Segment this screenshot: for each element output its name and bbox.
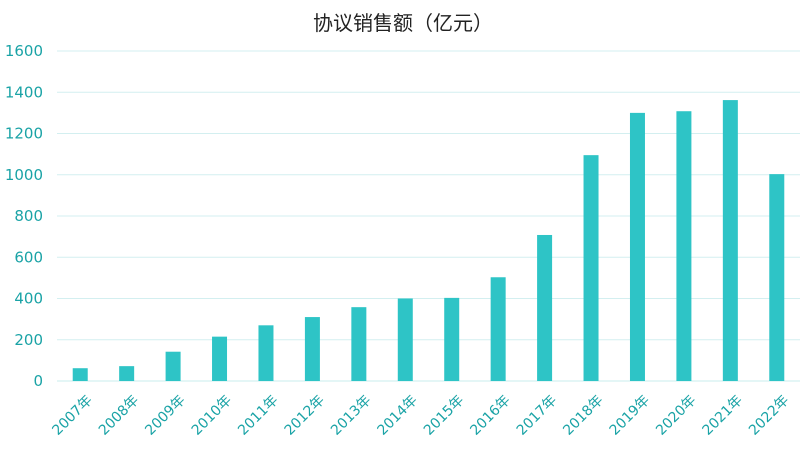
x-tick-label: 2019年 xyxy=(607,392,653,438)
bar-2022年 xyxy=(769,174,785,381)
y-tick-label: 0 xyxy=(33,372,43,390)
y-tick-label: 1000 xyxy=(5,166,43,184)
bar-2015年 xyxy=(444,297,460,381)
x-tick-label: 2013年 xyxy=(328,392,374,438)
bar-2016年 xyxy=(490,277,506,381)
y-tick-label: 800 xyxy=(14,207,43,225)
x-axis-ticks: 2007年 2008年 2009年 2010年 2011年 2012年 2013年 2014年… xyxy=(49,392,792,438)
bar-2011年 xyxy=(258,325,274,381)
bar-2018年 xyxy=(583,155,599,381)
y-tick-label: 400 xyxy=(14,290,43,308)
y-tick-label: 600 xyxy=(14,248,43,266)
x-tick-label: 2022年 xyxy=(746,392,792,438)
x-tick-label: 2016年 xyxy=(467,392,513,438)
x-tick-label: 2008年 xyxy=(96,392,142,438)
x-tick-label: 2010年 xyxy=(189,392,235,438)
y-tick-label: 1600 xyxy=(5,42,43,60)
x-tick-label: 2020年 xyxy=(653,392,699,438)
y-tick-label: 1200 xyxy=(5,125,43,143)
x-tick-label: 2014年 xyxy=(374,392,420,438)
gridlines xyxy=(57,50,800,382)
x-tick-label: 2007年 xyxy=(49,392,95,438)
x-tick-label: 2011年 xyxy=(235,392,281,438)
x-tick-label: 2012年 xyxy=(282,392,328,438)
x-tick-label: 2018年 xyxy=(560,392,606,438)
bar-2012年 xyxy=(304,317,320,381)
bars xyxy=(72,100,785,382)
chart-title: 协议销售额（亿元） xyxy=(313,11,493,35)
bar-2021年 xyxy=(722,100,738,382)
y-tick-label: 1400 xyxy=(5,83,43,101)
bar-2009年 xyxy=(165,351,181,381)
bar-2007年 xyxy=(72,368,88,381)
bar-2013年 xyxy=(351,307,367,381)
x-tick-label: 2009年 xyxy=(142,392,188,438)
bar-2019年 xyxy=(629,112,645,381)
bar-2014年 xyxy=(397,298,413,381)
x-tick-label: 2017年 xyxy=(514,392,560,438)
y-tick-label: 200 xyxy=(14,331,43,349)
x-tick-label: 2015年 xyxy=(421,392,467,438)
bar-2010年 xyxy=(212,336,228,381)
bar-2020年 xyxy=(676,111,692,381)
bar-2008年 xyxy=(119,366,135,381)
bar-2017年 xyxy=(537,234,553,381)
x-tick-label: 2021年 xyxy=(700,392,746,438)
y-axis-ticks: 0 200 400 600 800 1000 1200 1400 1600 xyxy=(5,42,43,390)
